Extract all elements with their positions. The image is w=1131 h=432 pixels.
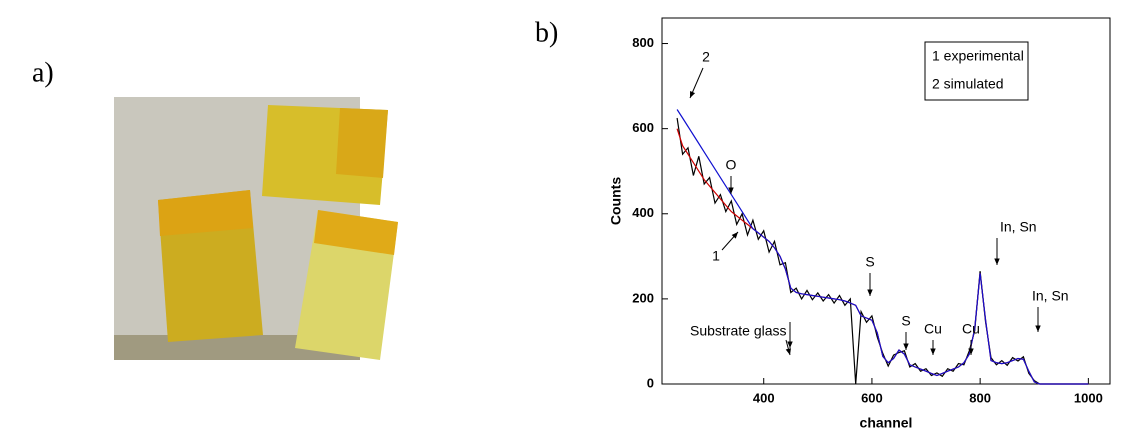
series-line xyxy=(676,117,1089,385)
x-tick-label: 600 xyxy=(861,390,883,405)
y-tick-label: 0 xyxy=(647,375,654,390)
x-tick-label: 1000 xyxy=(1074,390,1103,405)
arrow-head xyxy=(785,348,791,355)
arrow-head xyxy=(690,91,696,98)
x-axis-label: channel xyxy=(860,415,913,431)
series-line xyxy=(676,128,1089,385)
arrow-head xyxy=(968,348,974,355)
annotation: S xyxy=(865,254,874,270)
arrow-head xyxy=(1035,325,1041,332)
annotation: Cu xyxy=(924,321,942,337)
y-tick-label: 600 xyxy=(632,120,654,135)
arrow-head xyxy=(867,289,873,296)
arrow-head xyxy=(728,187,734,194)
arrow-head xyxy=(994,258,1000,265)
series-line xyxy=(676,109,1089,385)
y-tick-label: 400 xyxy=(632,205,654,220)
glass-coating xyxy=(158,190,253,236)
annotation: a) xyxy=(32,57,54,88)
annotation: Cu xyxy=(962,321,980,337)
annotation: S xyxy=(901,313,910,329)
x-tick-label: 800 xyxy=(969,390,991,405)
arrow-head xyxy=(930,348,936,355)
annotation: In, Sn xyxy=(1032,288,1069,304)
plot-frame xyxy=(661,17,1111,385)
annotation: In, Sn xyxy=(1000,219,1037,235)
annotation: O xyxy=(726,157,737,173)
y-axis-label: Counts xyxy=(608,177,624,225)
annotation: 2 xyxy=(702,49,710,65)
photo xyxy=(114,97,398,360)
annotation: b) xyxy=(535,17,558,48)
annotation: Substrate glass xyxy=(690,323,787,339)
arrow-head xyxy=(903,343,909,350)
arrow-head xyxy=(787,341,793,348)
annotation: 1 experimental xyxy=(932,48,1024,64)
arrow-head xyxy=(731,232,738,239)
annotation: 2 simulated xyxy=(932,76,1004,92)
y-tick-label: 200 xyxy=(632,290,654,305)
x-tick-label: 400 xyxy=(753,390,775,405)
y-tick-label: 800 xyxy=(632,35,654,50)
annotation: 1 xyxy=(712,248,720,264)
glass-coating xyxy=(314,210,398,255)
glass-coating xyxy=(336,108,388,178)
legend-box xyxy=(924,41,1029,101)
